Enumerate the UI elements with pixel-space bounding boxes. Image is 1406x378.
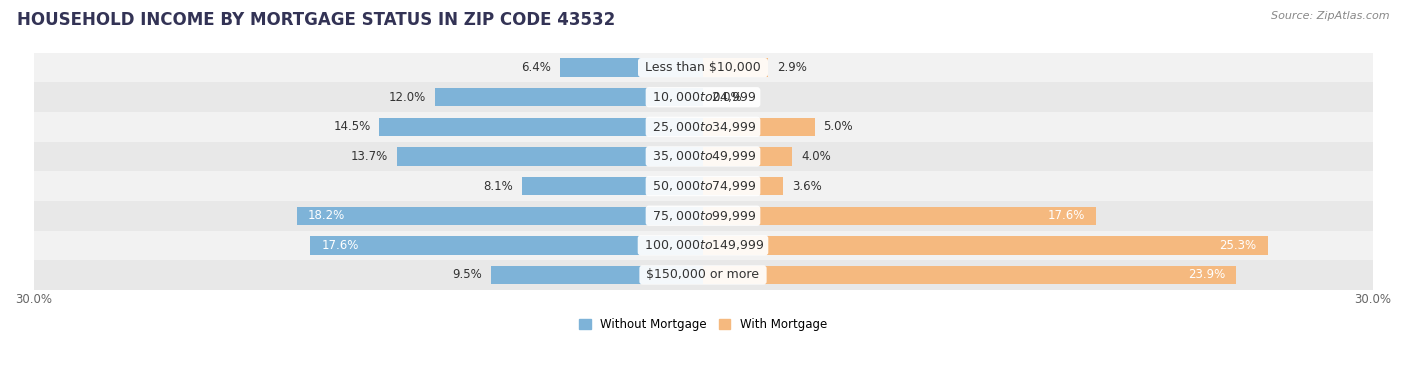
Bar [703, 266, 1236, 284]
Text: 4.0%: 4.0% [801, 150, 831, 163]
Text: 12.0%: 12.0% [389, 91, 426, 104]
Legend: Without Mortgage, With Mortgage: Without Mortgage, With Mortgage [574, 313, 832, 336]
Text: $150,000 or more: $150,000 or more [643, 268, 763, 282]
Text: 2.9%: 2.9% [776, 61, 807, 74]
Bar [34, 142, 1372, 171]
Text: Source: ZipAtlas.com: Source: ZipAtlas.com [1271, 11, 1389, 21]
Bar [703, 59, 768, 77]
Text: Less than $10,000: Less than $10,000 [641, 61, 765, 74]
Text: 14.5%: 14.5% [333, 120, 371, 133]
Text: $100,000 to $149,999: $100,000 to $149,999 [641, 238, 765, 253]
Text: 8.1%: 8.1% [484, 180, 513, 192]
Text: $75,000 to $99,999: $75,000 to $99,999 [648, 209, 758, 223]
Bar [703, 236, 1268, 254]
Bar [703, 147, 792, 166]
Text: HOUSEHOLD INCOME BY MORTGAGE STATUS IN ZIP CODE 43532: HOUSEHOLD INCOME BY MORTGAGE STATUS IN Z… [17, 11, 614, 29]
Text: $25,000 to $34,999: $25,000 to $34,999 [648, 120, 758, 134]
Text: $10,000 to $24,999: $10,000 to $24,999 [648, 90, 758, 104]
Text: 5.0%: 5.0% [824, 120, 853, 133]
Bar [491, 266, 703, 284]
Bar [703, 118, 814, 136]
Text: 0.0%: 0.0% [711, 91, 741, 104]
Bar [34, 171, 1372, 201]
Text: $50,000 to $74,999: $50,000 to $74,999 [648, 179, 758, 193]
Text: 23.9%: 23.9% [1188, 268, 1225, 282]
Text: 18.2%: 18.2% [308, 209, 346, 222]
Bar [311, 236, 703, 254]
Bar [398, 147, 703, 166]
Bar [34, 231, 1372, 260]
Text: 25.3%: 25.3% [1219, 239, 1257, 252]
Text: $35,000 to $49,999: $35,000 to $49,999 [648, 149, 758, 163]
Bar [34, 53, 1372, 82]
Text: 13.7%: 13.7% [352, 150, 388, 163]
Text: 17.6%: 17.6% [322, 239, 359, 252]
Text: 9.5%: 9.5% [453, 268, 482, 282]
Bar [703, 206, 1095, 225]
Bar [34, 82, 1372, 112]
Bar [34, 260, 1372, 290]
Bar [436, 88, 703, 107]
Bar [560, 59, 703, 77]
Bar [522, 177, 703, 195]
Bar [34, 201, 1372, 231]
Text: 6.4%: 6.4% [522, 61, 551, 74]
Text: 3.6%: 3.6% [792, 180, 823, 192]
Bar [380, 118, 703, 136]
Bar [703, 177, 783, 195]
Bar [34, 112, 1372, 142]
Text: 17.6%: 17.6% [1047, 209, 1084, 222]
Bar [297, 206, 703, 225]
